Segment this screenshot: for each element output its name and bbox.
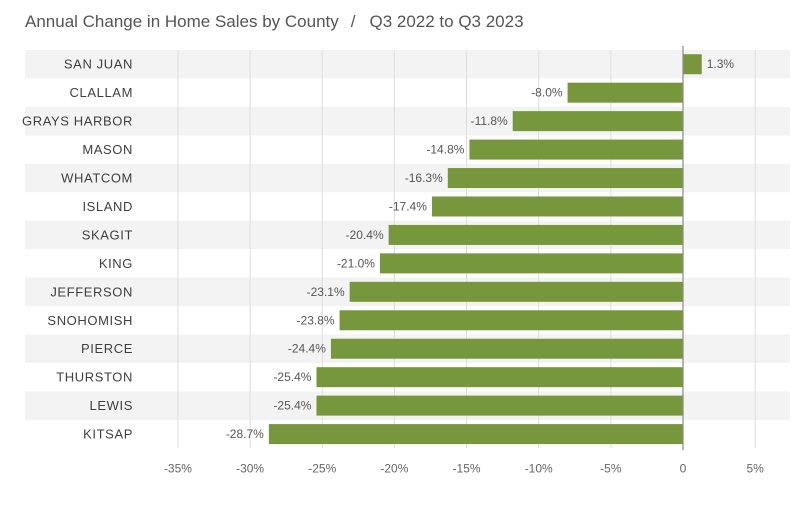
x-tick-label: 5% [746, 461, 764, 475]
x-tick-label: -30% [236, 461, 264, 475]
data-label: -14.8% [426, 143, 464, 157]
category-label: JEFFERSON [50, 284, 133, 299]
chart-title-line: Annual Change in Home Sales by County / Q3… [25, 12, 524, 32]
data-label: -25.4% [273, 399, 311, 413]
bar [447, 168, 683, 189]
x-tick-label: -15% [453, 461, 481, 475]
row-stripe [25, 50, 790, 79]
category-label: THURSTON [56, 370, 133, 385]
data-label: -28.7% [226, 427, 264, 441]
category-label: CLALLAM [70, 85, 133, 100]
category-label: KING [99, 256, 133, 271]
category-label: WHATCOM [61, 171, 133, 186]
data-label: -17.4% [389, 199, 427, 213]
category-label: MASON [82, 142, 133, 157]
chart-subtitle: Q3 2022 to Q3 2023 [369, 12, 524, 31]
data-label: 1.3% [707, 57, 735, 71]
bar [512, 111, 683, 132]
chart-title: Annual Change in Home Sales by County [25, 12, 339, 31]
category-label: SNOHOMISH [47, 313, 133, 328]
category-label: GRAYS HARBOR [22, 114, 133, 129]
category-label: SKAGIT [82, 227, 133, 242]
x-tick-label: -25% [308, 461, 336, 475]
category-label: KITSAP [83, 427, 133, 442]
bar [431, 196, 683, 217]
data-label: -11.8% [471, 114, 508, 128]
bar [316, 367, 683, 388]
x-tick-label: -20% [380, 461, 408, 475]
bar [349, 281, 683, 302]
x-tick-label: -5% [600, 461, 622, 475]
category-label: PIERCE [81, 341, 133, 356]
data-label: -23.1% [307, 285, 345, 299]
bar [330, 338, 683, 359]
data-label: -21.0% [337, 256, 375, 270]
data-label: -16.3% [405, 171, 443, 185]
bar [683, 54, 702, 75]
data-label: -25.4% [273, 370, 311, 384]
bar [268, 424, 683, 445]
bar [567, 82, 683, 103]
category-label: SAN JUAN [64, 57, 133, 72]
data-label: -8.0% [531, 86, 563, 100]
category-label: LEWIS [90, 398, 133, 413]
data-label: -24.4% [288, 342, 326, 356]
title-separator: / [350, 12, 356, 31]
bar [339, 310, 683, 331]
bar [316, 395, 683, 416]
bar [379, 253, 683, 274]
bar [388, 224, 683, 245]
x-tick-label: -35% [164, 461, 192, 475]
x-tick-label: 0 [680, 461, 687, 475]
data-label: -23.8% [297, 313, 335, 327]
x-tick-label: -10% [525, 461, 553, 475]
bar [469, 139, 683, 160]
category-label: ISLAND [82, 199, 133, 214]
data-label: -20.4% [346, 228, 384, 242]
